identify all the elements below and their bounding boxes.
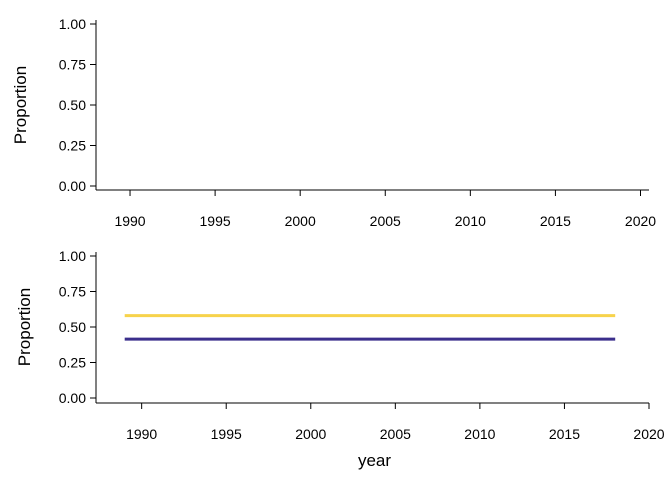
y-tick-label: 1.00 (59, 248, 86, 264)
x-tick-label: 1990 (126, 426, 157, 442)
x-tick-label: 2000 (285, 213, 316, 229)
x-tick-label: 2020 (625, 213, 656, 229)
y-tick-label: 0.00 (59, 178, 86, 194)
panel-2: 0.00 0.25 0.50 0.75 1.00 1990 1995 2000 2005 2010… (15, 248, 665, 470)
y-tick-label: 0.50 (59, 319, 86, 335)
x-axis-title: year (358, 451, 391, 470)
x-tick-label: 2010 (464, 426, 495, 442)
y-tick-label: 0.75 (59, 57, 86, 73)
y-axis-title: Proportion (11, 66, 30, 144)
y-tick-label: 0.25 (59, 138, 86, 154)
x-tick-label: 2015 (549, 426, 580, 442)
y-axis-title: Proportion (15, 288, 34, 366)
x-tick-label: 2015 (540, 213, 571, 229)
x-tick-label: 2000 (295, 426, 326, 442)
y-tick-label: 0.25 (59, 355, 86, 371)
x-tick-label: 1995 (200, 213, 231, 229)
panel-1: 0.00 0.25 0.50 0.75 1.00 1990 1995 2000 2005 2010… (11, 16, 656, 229)
y-tick-label: 0.50 (59, 97, 86, 113)
y-tick-label: 0.75 (59, 284, 86, 300)
x-tick-label: 2010 (455, 213, 486, 229)
x-tick-label: 1995 (211, 426, 242, 442)
x-tick-label: 1990 (114, 213, 145, 229)
x-tick-label: 2005 (370, 213, 401, 229)
x-tick-label: 2020 (633, 426, 664, 442)
y-tick-label: 1.00 (59, 16, 86, 32)
y-tick-label: 0.00 (59, 390, 86, 406)
x-tick-label: 2005 (380, 426, 411, 442)
